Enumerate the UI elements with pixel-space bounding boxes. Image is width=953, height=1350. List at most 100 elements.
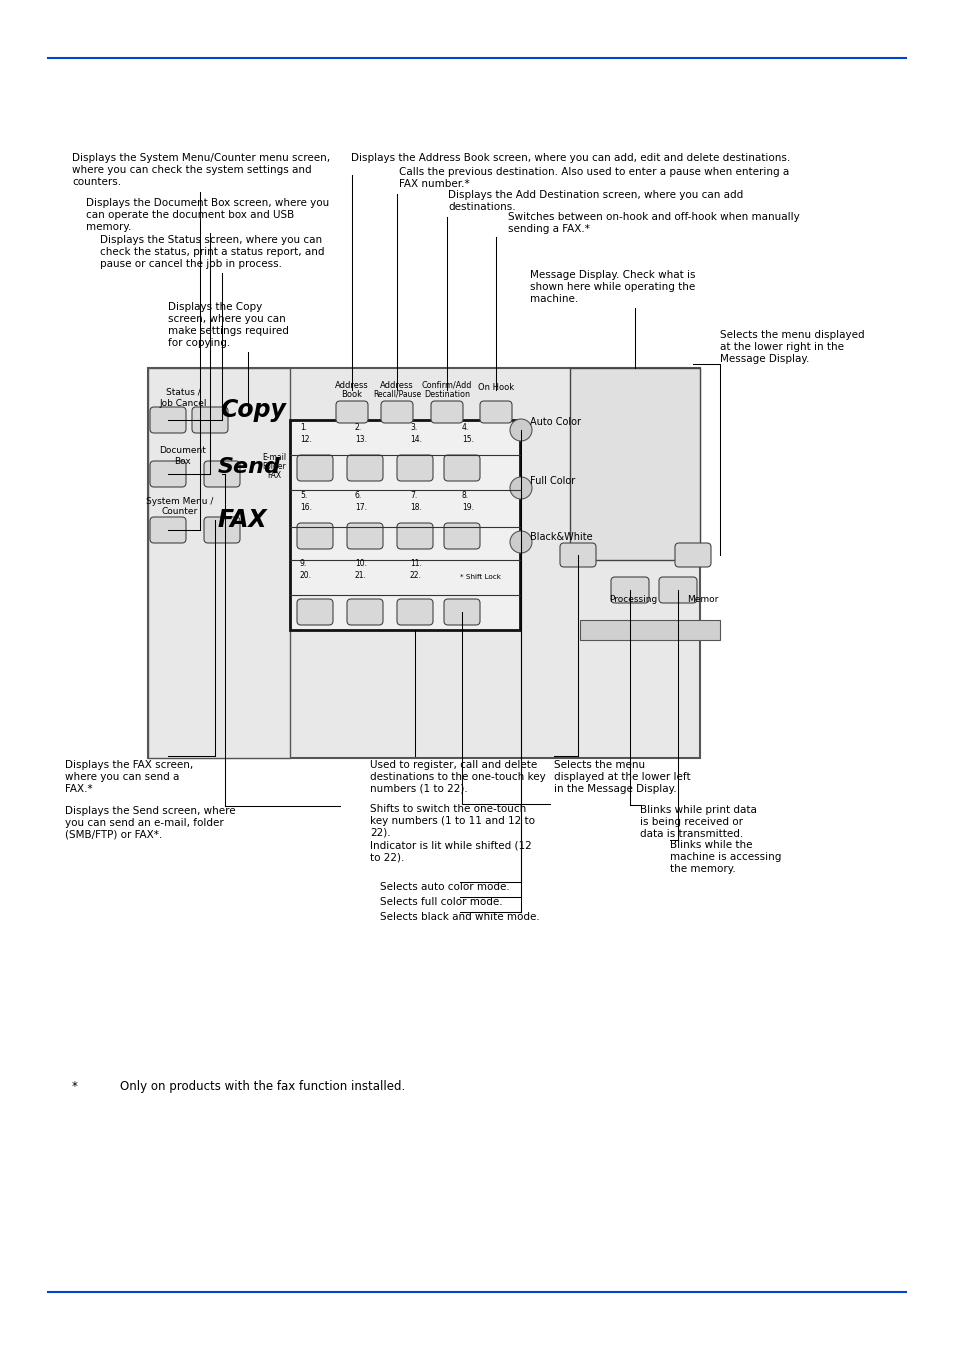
Text: displayed at the lower left: displayed at the lower left [554, 772, 690, 782]
Text: 9.: 9. [299, 559, 307, 568]
Text: Message Display. Check what is: Message Display. Check what is [530, 270, 695, 279]
Text: Recall/Pause: Recall/Pause [373, 390, 420, 400]
FancyBboxPatch shape [150, 406, 186, 433]
Text: Selects the menu: Selects the menu [554, 760, 644, 770]
Text: pause or cancel the job in process.: pause or cancel the job in process. [100, 259, 282, 269]
Bar [290, 420, 519, 630]
FancyBboxPatch shape [659, 576, 697, 603]
Bar [148, 369, 290, 757]
Text: 7.: 7. [410, 491, 416, 500]
Text: On Hook: On Hook [477, 383, 514, 392]
Text: shown here while operating the: shown here while operating the [530, 282, 695, 292]
Text: Displays the System Menu/Counter menu screen,: Displays the System Menu/Counter menu sc… [71, 153, 330, 163]
Text: Blinks while the: Blinks while the [669, 840, 752, 850]
FancyBboxPatch shape [192, 406, 228, 433]
FancyBboxPatch shape [347, 599, 382, 625]
Bar [579, 620, 720, 640]
Text: Counter: Counter [162, 508, 198, 516]
Text: Calls the previous destination. Also used to enter a pause when entering a: Calls the previous destination. Also use… [398, 167, 788, 177]
Text: Selects full color mode.: Selects full color mode. [379, 896, 502, 907]
Text: * Shift Lock: * Shift Lock [459, 574, 500, 580]
Text: Displays the Send screen, where: Displays the Send screen, where [65, 806, 235, 815]
Text: Switches between on-hook and off-hook when manually: Switches between on-hook and off-hook wh… [507, 212, 799, 221]
Text: data is transmitted.: data is transmitted. [639, 829, 742, 838]
Text: 14.: 14. [410, 435, 421, 444]
FancyBboxPatch shape [204, 517, 240, 543]
Text: FAX: FAX [267, 471, 281, 481]
Text: 5.: 5. [299, 491, 307, 500]
Text: 21.: 21. [355, 571, 367, 580]
Text: Address: Address [379, 381, 414, 390]
Bar [569, 369, 700, 560]
Text: the memory.: the memory. [669, 864, 735, 873]
Text: 3.: 3. [410, 423, 416, 432]
Text: Indicator is lit while shifted (12: Indicator is lit while shifted (12 [370, 840, 531, 850]
Text: Message Display.: Message Display. [720, 354, 808, 364]
Text: Displays the Copy: Displays the Copy [168, 302, 262, 312]
FancyBboxPatch shape [443, 455, 479, 481]
Text: Address: Address [335, 381, 369, 390]
Text: Memor: Memor [686, 595, 718, 605]
Text: Displays the Add Destination screen, where you can add: Displays the Add Destination screen, whe… [448, 190, 742, 200]
Text: can operate the document box and USB: can operate the document box and USB [86, 211, 294, 220]
Text: Black&White: Black&White [530, 532, 592, 541]
Text: 20.: 20. [299, 571, 312, 580]
Text: Book: Book [341, 390, 362, 400]
Text: E-mail: E-mail [262, 454, 286, 462]
Text: 15.: 15. [461, 435, 474, 444]
Text: *: * [71, 1080, 78, 1094]
Text: 1.: 1. [299, 423, 307, 432]
Text: Box: Box [174, 458, 192, 466]
Text: Selects auto color mode.: Selects auto color mode. [379, 882, 509, 892]
Circle shape [510, 531, 532, 554]
Text: make settings required: make settings required [168, 325, 289, 336]
FancyBboxPatch shape [559, 543, 596, 567]
Text: Confirm/Add: Confirm/Add [421, 381, 472, 390]
Text: numbers (1 to 22).: numbers (1 to 22). [370, 784, 467, 794]
FancyBboxPatch shape [347, 522, 382, 549]
Text: 16.: 16. [299, 504, 312, 512]
FancyBboxPatch shape [296, 455, 333, 481]
Text: 8.: 8. [461, 491, 469, 500]
FancyBboxPatch shape [296, 522, 333, 549]
FancyBboxPatch shape [396, 522, 433, 549]
FancyBboxPatch shape [396, 599, 433, 625]
FancyBboxPatch shape [296, 599, 333, 625]
Text: Selects black and white mode.: Selects black and white mode. [379, 913, 539, 922]
Text: Document: Document [159, 446, 206, 455]
Text: key numbers (1 to 11 and 12 to: key numbers (1 to 11 and 12 to [370, 815, 535, 826]
Text: where you can send a: where you can send a [65, 772, 179, 782]
Text: Auto Color: Auto Color [530, 417, 580, 427]
Circle shape [510, 418, 532, 441]
Text: Shifts to switch the one-touch: Shifts to switch the one-touch [370, 805, 526, 814]
Text: 17.: 17. [355, 504, 367, 512]
Text: Used to register, call and delete: Used to register, call and delete [370, 760, 537, 770]
Text: 12.: 12. [299, 435, 312, 444]
Text: Selects the menu displayed: Selects the menu displayed [720, 329, 863, 340]
Text: System Menu /: System Menu / [146, 497, 213, 506]
Text: memory.: memory. [86, 221, 132, 232]
FancyBboxPatch shape [610, 576, 648, 603]
Text: Destination: Destination [423, 390, 470, 400]
Text: Send: Send [218, 458, 280, 477]
Text: at the lower right in the: at the lower right in the [720, 342, 843, 352]
Text: Full Color: Full Color [530, 477, 575, 486]
Text: Blinks while print data: Blinks while print data [639, 805, 756, 815]
FancyBboxPatch shape [335, 401, 368, 423]
Text: destinations.: destinations. [448, 202, 515, 212]
FancyBboxPatch shape [443, 522, 479, 549]
Text: 19.: 19. [461, 504, 474, 512]
Text: 13.: 13. [355, 435, 367, 444]
Text: Displays the Document Box screen, where you: Displays the Document Box screen, where … [86, 198, 329, 208]
FancyBboxPatch shape [396, 455, 433, 481]
FancyBboxPatch shape [675, 543, 710, 567]
Text: 22).: 22). [370, 828, 390, 838]
Text: machine is accessing: machine is accessing [669, 852, 781, 863]
Text: destinations to the one-touch key: destinations to the one-touch key [370, 772, 545, 782]
Text: FAX: FAX [218, 508, 268, 532]
Text: 11.: 11. [410, 559, 421, 568]
FancyBboxPatch shape [479, 401, 512, 423]
Text: Folder: Folder [262, 462, 286, 471]
FancyBboxPatch shape [150, 460, 186, 487]
Text: you can send an e-mail, folder: you can send an e-mail, folder [65, 818, 224, 828]
